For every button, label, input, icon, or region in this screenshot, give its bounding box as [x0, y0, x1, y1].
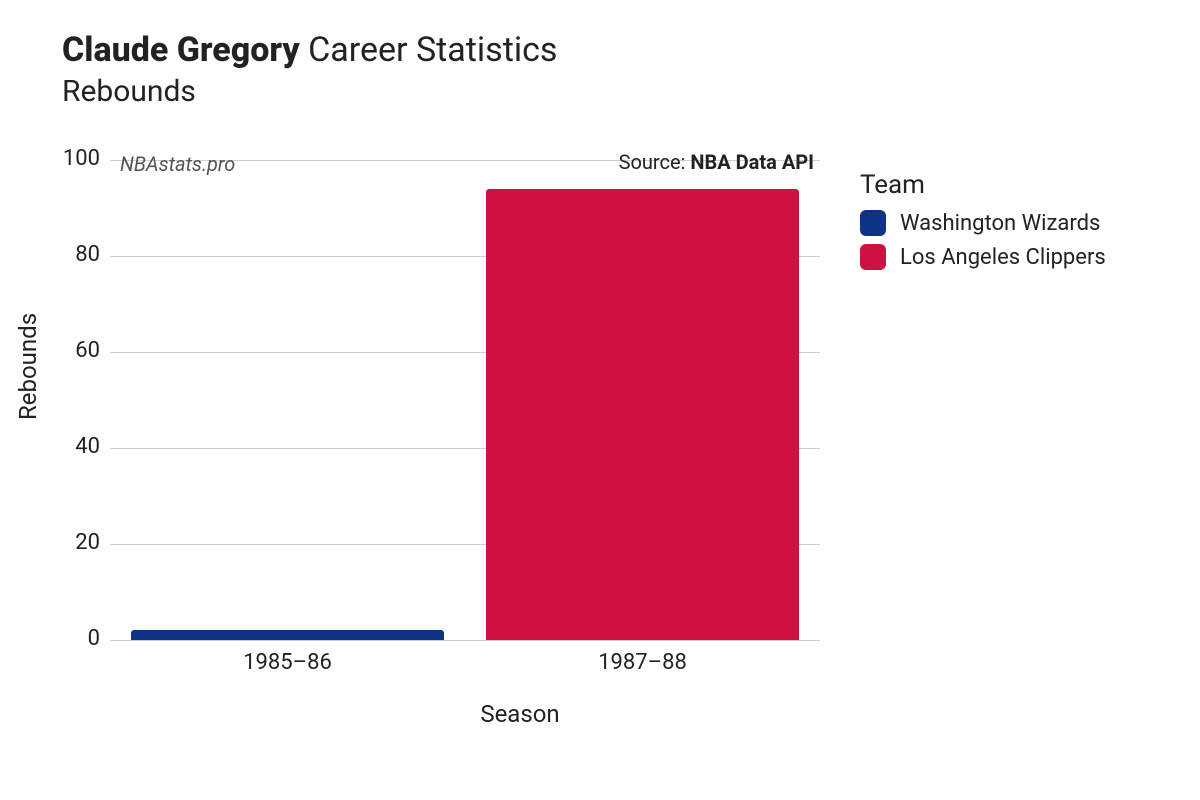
source-name: NBA Data API	[690, 150, 814, 174]
x-tick-label: 1985–86	[110, 650, 465, 675]
x-tick-label: 1987–88	[465, 650, 820, 675]
title-rest: Career Statistics	[300, 30, 558, 70]
source-attribution: Source: NBA Data API	[619, 150, 814, 174]
legend-item: Washington Wizards	[860, 210, 1106, 236]
bar	[486, 189, 798, 640]
title-bold: Claude Gregory	[62, 30, 300, 70]
legend-label: Washington Wizards	[900, 211, 1100, 236]
plot-area: 0204060801001985–861987–88NBAstats.proSo…	[110, 160, 820, 640]
y-tick-label: 0	[40, 626, 100, 651]
y-axis-label: Rebounds	[14, 313, 42, 420]
chart-subtitle: Rebounds	[62, 74, 557, 109]
y-tick-label: 100	[40, 146, 100, 171]
y-tick-label: 80	[40, 242, 100, 267]
y-tick-label: 20	[40, 530, 100, 555]
chart-container: Claude Gregory Career Statistics Rebound…	[0, 0, 1200, 800]
source-prefix: Source:	[619, 150, 691, 174]
chart-title-block: Claude Gregory Career Statistics Rebound…	[62, 30, 557, 109]
y-tick-label: 60	[40, 338, 100, 363]
grid-line	[110, 640, 820, 641]
bar	[131, 630, 443, 640]
legend-swatch	[860, 210, 886, 236]
x-axis-label: Season	[110, 700, 930, 728]
legend-label: Los Angeles Clippers	[900, 245, 1106, 270]
y-tick-label: 40	[40, 434, 100, 459]
legend: Team Washington Wizards Los Angeles Clipp…	[860, 170, 1106, 278]
legend-item: Los Angeles Clippers	[860, 244, 1106, 270]
watermark: NBAstats.pro	[120, 152, 235, 176]
legend-swatch	[860, 244, 886, 270]
chart-title: Claude Gregory Career Statistics	[62, 30, 557, 70]
legend-title: Team	[860, 170, 1106, 200]
